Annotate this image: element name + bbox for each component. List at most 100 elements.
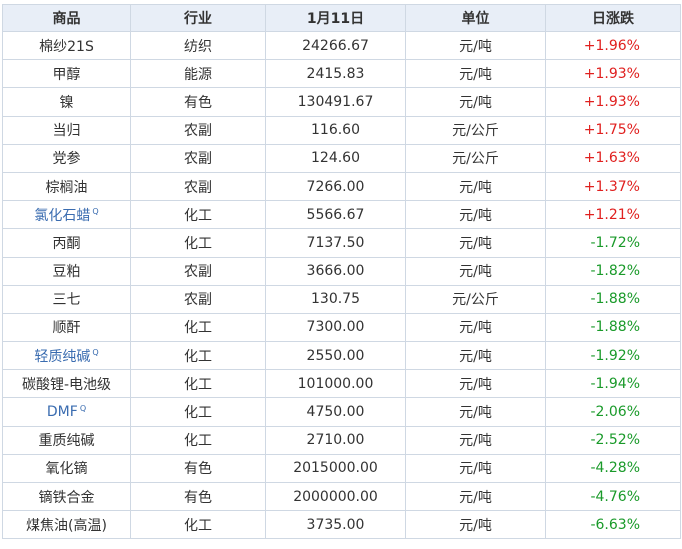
change-cell: +1.37%: [545, 171, 681, 202]
commodity-cell: 丙酮: [2, 228, 131, 258]
table-row: 豆粕 农副 3666.00 元/吨 -1.82%: [2, 256, 681, 286]
table-row: 党参 农副 124.60 元/公斤 +1.63%: [2, 143, 681, 173]
sector-cell: 农副: [130, 256, 266, 286]
price-cell: 130.75: [265, 284, 406, 314]
sector-cell: 化工: [130, 341, 266, 371]
price-cell: 7137.50: [265, 228, 406, 258]
page: 商品 行业 1月11日 单位 日涨跌 棉纱21S 纺织 24266.67 元/吨 +1.…: [0, 4, 682, 549]
commodity-cell: DMF: [2, 397, 131, 427]
table-row: 丙酮 化工 7137.50 元/吨 -1.72%: [2, 228, 681, 258]
unit-cell: 元/吨: [405, 397, 546, 427]
price-cell: 116.60: [265, 115, 406, 145]
sector-cell: 化工: [130, 228, 266, 258]
unit-cell: 元/公斤: [405, 284, 546, 314]
change-cell: -4.76%: [545, 481, 681, 512]
change-cell: +1.93%: [545, 87, 681, 117]
price-cell: 7300.00: [265, 312, 406, 343]
table-row: 镍有色 130491.67 元/吨 +1.93%: [2, 87, 681, 117]
sector-cell: 农副: [130, 115, 266, 145]
change-cell: +1.21%: [545, 200, 681, 230]
unit-cell: 元/吨: [405, 425, 546, 455]
unit-cell: 元/吨: [405, 256, 546, 286]
header-cell: 1月11日: [265, 4, 406, 32]
price-cell: 3666.00: [265, 256, 406, 286]
commodity-cell: 豆粕: [2, 256, 131, 286]
price-cell: 124.60: [265, 143, 406, 173]
table-row: 棕榈油 农副 7266.00 元/吨 +1.37%: [2, 171, 681, 202]
sector-cell: 纺织: [130, 30, 266, 61]
table-row: 三七 农副 130.75 元/公斤 -1.88%: [2, 284, 681, 314]
table-row: 煤焦油(高温) 化工 3735.00 元/吨 -6.63%: [2, 510, 681, 540]
price-cell: 5566.67: [265, 200, 406, 230]
commodity-cell: 重质纯碱: [2, 425, 131, 455]
sector-cell: 化工: [130, 200, 266, 230]
sector-cell: 有色: [130, 453, 266, 484]
change-cell: -1.92%: [545, 341, 681, 371]
sector-cell: 化工: [130, 510, 266, 540]
commodity-link[interactable]: DMF: [47, 404, 86, 420]
commodity-cell: 棉纱21S: [2, 30, 131, 61]
change-cell: +1.96%: [545, 30, 681, 61]
header-cell: 商品: [2, 4, 131, 32]
unit-cell: 元/公斤: [405, 115, 546, 145]
unit-cell: 元/吨: [405, 171, 546, 202]
price-cell: 24266.67: [265, 30, 406, 61]
commodity-cell: 甲醇: [2, 59, 131, 89]
sector-cell: 有色: [130, 87, 266, 117]
table-row: 顺酐 化工 7300.00 元/吨 -1.88%: [2, 312, 681, 343]
table-row: 当归 农副 116.60 元/公斤 +1.75%: [2, 115, 681, 145]
commodity-cell: 镍: [2, 87, 131, 117]
table-row: 重质纯碱 化工 2710.00 元/吨 -2.52%: [2, 425, 681, 455]
sector-cell: 农副: [130, 171, 266, 202]
price-cell: 2550.00: [265, 341, 406, 371]
commodity-cell: 碳酸锂-电池级: [2, 369, 131, 399]
price-cell: 2000000.00: [265, 481, 406, 512]
sector-cell: 化工: [130, 397, 266, 427]
table-row: 镝铁合金 有色 2000000.00 元/吨 -4.76%: [2, 481, 681, 512]
unit-cell: 元/吨: [405, 312, 546, 343]
price-table: 商品 行业 1月11日 单位 日涨跌 棉纱21S 纺织 24266.67 元/吨 +1.…: [2, 4, 681, 540]
unit-cell: 元/吨: [405, 228, 546, 258]
commodity-cell: 三七: [2, 284, 131, 314]
price-cell: 4750.00: [265, 397, 406, 427]
header-row: 商品 行业 1月11日 单位 日涨跌: [2, 4, 681, 32]
table-row: 棉纱21S 纺织 24266.67 元/吨 +1.96%: [2, 30, 681, 61]
header-cell: 单位: [405, 4, 546, 32]
table-row: 碳酸锂-电池级 化工 101000.00 元/吨 -1.94%: [2, 369, 681, 399]
change-cell: -1.94%: [545, 369, 681, 399]
sector-cell: 农副: [130, 143, 266, 173]
change-cell: -4.28%: [545, 453, 681, 484]
unit-cell: 元/吨: [405, 369, 546, 399]
change-cell: -1.88%: [545, 312, 681, 343]
change-cell: -1.82%: [545, 256, 681, 286]
change-cell: +1.93%: [545, 59, 681, 89]
commodity-cell: 氯化石蜡: [2, 200, 131, 230]
commodity-link[interactable]: 轻质纯碱: [34, 349, 98, 365]
price-cell: 2710.00: [265, 425, 406, 455]
commodity-link[interactable]: 氯化石蜡: [34, 208, 98, 224]
header-cell: 日涨跌: [545, 4, 681, 32]
commodity-cell: 氧化镝: [2, 453, 131, 484]
change-cell: -2.06%: [545, 397, 681, 427]
unit-cell: 元/吨: [405, 453, 546, 484]
change-cell: -1.88%: [545, 284, 681, 314]
commodity-cell: 煤焦油(高温): [2, 510, 131, 540]
sector-cell: 化工: [130, 425, 266, 455]
table-row: 氧化镝 有色 2015000.00 元/吨 -4.28%: [2, 453, 681, 484]
change-cell: +1.75%: [545, 115, 681, 145]
price-cell: 7266.00: [265, 171, 406, 202]
unit-cell: 元/吨: [405, 341, 546, 371]
price-cell: 2015000.00: [265, 453, 406, 484]
commodity-cell: 棕榈油: [2, 171, 131, 202]
sector-cell: 有色: [130, 481, 266, 512]
change-cell: +1.63%: [545, 143, 681, 173]
unit-cell: 元/公斤: [405, 143, 546, 173]
commodity-cell: 顺酐: [2, 312, 131, 343]
price-cell: 3735.00: [265, 510, 406, 540]
unit-cell: 元/吨: [405, 200, 546, 230]
unit-cell: 元/吨: [405, 30, 546, 61]
change-cell: -2.52%: [545, 425, 681, 455]
